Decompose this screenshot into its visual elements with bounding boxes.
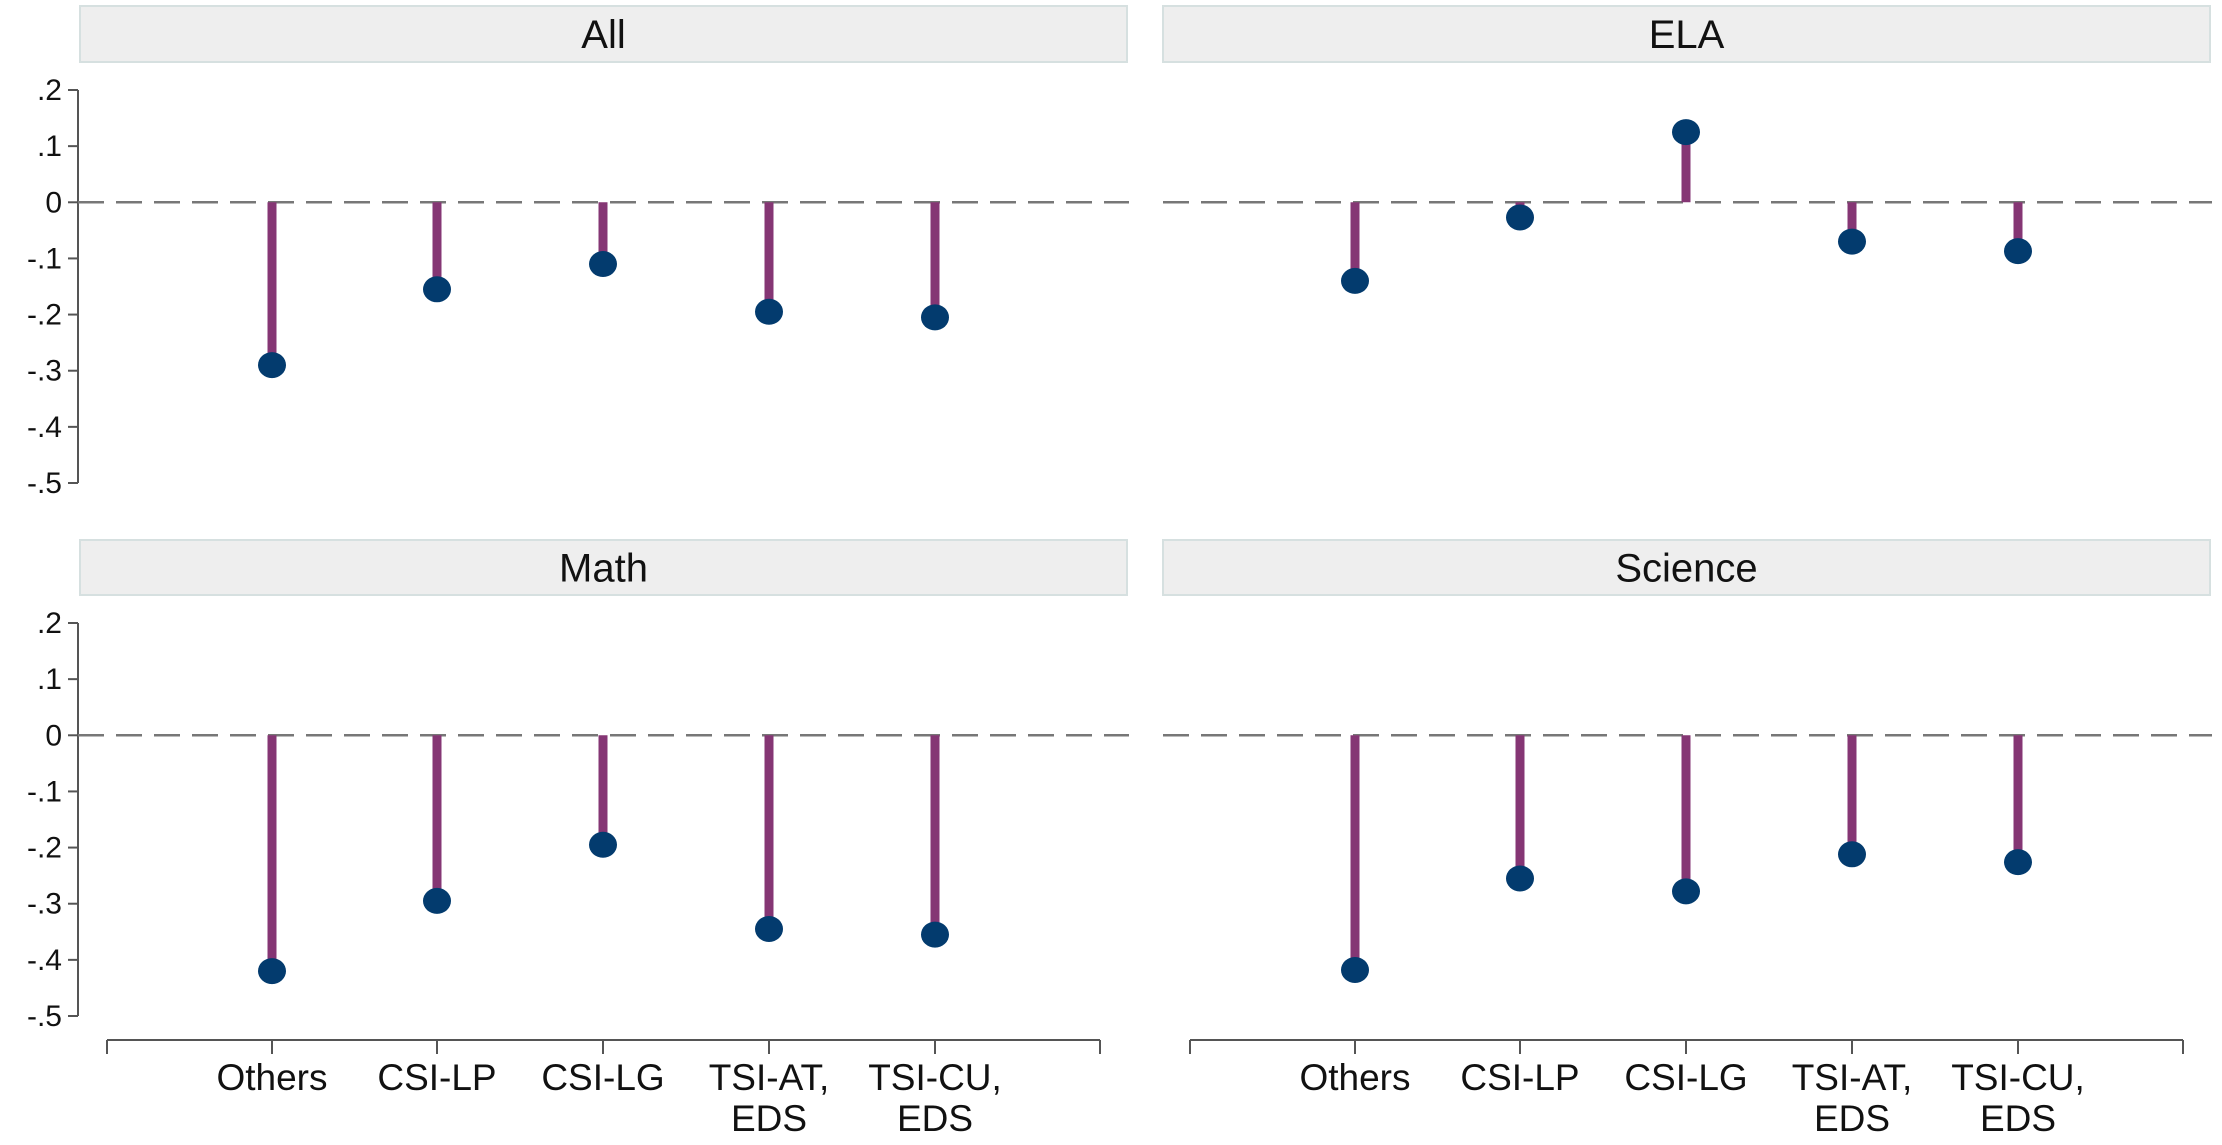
x-axis-right-category-label: CSI-LP xyxy=(1460,1057,1579,1098)
panel-all-y-tick-label: .1 xyxy=(37,130,62,163)
x-axis-left-category-label: CSI-LG xyxy=(541,1057,664,1098)
panel-math-y-tick-label: -.5 xyxy=(27,1000,62,1033)
panel-all-y-tick-label: -.1 xyxy=(27,242,62,275)
panel-science-strip xyxy=(1162,539,2211,596)
panel-math-point xyxy=(755,915,783,942)
panel-science-point xyxy=(1506,865,1534,892)
panel-ela-point xyxy=(1341,267,1369,294)
panel-all-y-tick-label: -.2 xyxy=(27,299,62,332)
panel-math-point xyxy=(589,831,617,858)
panel-all-point xyxy=(589,251,617,278)
panel-math-y-tick-label: .2 xyxy=(37,607,62,640)
panel-math-point xyxy=(921,921,949,948)
panel-ela-point xyxy=(1838,228,1866,255)
x-axis-left-category-label: EDS xyxy=(731,1098,807,1139)
x-axis-right-category-label: EDS xyxy=(1814,1098,1890,1139)
panel-science-title: Science xyxy=(1615,547,1757,591)
x-axis-left-category-label: TSI-CU, xyxy=(868,1057,1002,1098)
panel-math-title: Math xyxy=(559,547,648,591)
x-axis-left-category-label: EDS xyxy=(897,1098,973,1139)
x-axis-right-category-label: Others xyxy=(1299,1057,1410,1098)
x-axis-right-category-label: TSI-AT, xyxy=(1792,1057,1913,1098)
panel-all-point xyxy=(921,304,949,331)
panel-all-title: All xyxy=(581,13,625,57)
x-axis-left-category-label: Others xyxy=(216,1057,327,1098)
panel-all-y-tick-label: -.4 xyxy=(27,411,62,444)
panel-all-y-tick-label: -.5 xyxy=(27,467,62,500)
panel-ela-point xyxy=(1672,119,1700,146)
panel-all-strip xyxy=(79,5,1128,63)
panel-science-point xyxy=(1838,841,1866,868)
panel-all-y-tick-label: .2 xyxy=(37,74,62,107)
panel-all-y-tick-label: 0 xyxy=(45,186,62,219)
x-axis-right-category-label: CSI-LG xyxy=(1624,1057,1747,1098)
panel-all-point xyxy=(423,276,451,303)
panel-all-point xyxy=(258,352,286,379)
x-axis-right-category-label: EDS xyxy=(1980,1098,2056,1139)
panel-ela-title: ELA xyxy=(1649,13,1725,57)
x-axis-left-category-label: TSI-AT, xyxy=(709,1057,830,1098)
panel-math-y-tick-label: -.1 xyxy=(27,775,62,808)
panel-all-point xyxy=(755,298,783,325)
panel-math-y-tick-label: 0 xyxy=(45,719,62,752)
panel-science-point xyxy=(1672,878,1700,905)
panel-math-strip xyxy=(79,539,1128,596)
panel-ela-point xyxy=(2004,238,2032,265)
panel-science-point xyxy=(2004,849,2032,876)
panel-math-point xyxy=(258,958,286,985)
panel-math-point xyxy=(423,887,451,914)
panel-all-y-tick-label: -.3 xyxy=(27,355,62,388)
panel-math-y-tick-label: -.4 xyxy=(27,944,62,977)
panel-math-y-tick-label: -.2 xyxy=(27,832,62,865)
panel-math-y-tick-label: .1 xyxy=(37,663,62,696)
x-axis-left-category-label: CSI-LP xyxy=(377,1057,496,1098)
panel-ela-point xyxy=(1506,204,1534,231)
panel-math-y-tick-label: -.3 xyxy=(27,888,62,921)
panel-science-point xyxy=(1341,956,1369,983)
x-axis-right-category-label: TSI-CU, xyxy=(1951,1057,2085,1098)
panel-ela-strip xyxy=(1162,5,2211,63)
